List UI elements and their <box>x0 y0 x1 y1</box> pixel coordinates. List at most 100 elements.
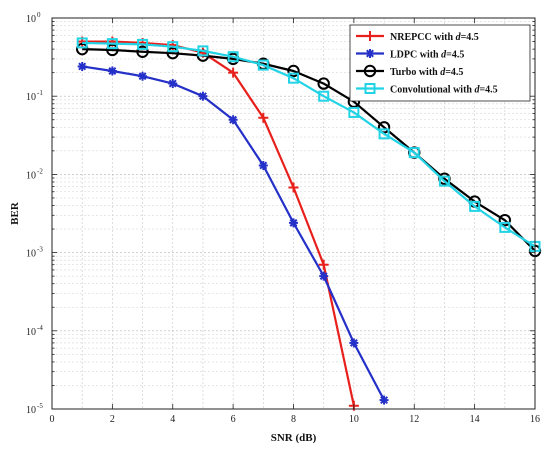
circle-marker <box>106 43 119 57</box>
asterisk-marker-stroke <box>259 161 268 170</box>
square-marker <box>257 59 269 71</box>
data-point <box>408 147 420 159</box>
y-tick-exponent: -1 <box>37 89 43 97</box>
data-point <box>289 218 298 228</box>
square-marker <box>438 175 450 187</box>
asterisk-marker-stroke <box>319 272 328 281</box>
legend-entry-3: Convolutional with d=4.5 <box>356 83 498 96</box>
y-tick-exponent: -3 <box>37 246 43 254</box>
data-point <box>288 72 299 84</box>
legend-entry-1: LDPC with d=4.5 <box>356 49 464 61</box>
legend-label-part: =4.5 <box>445 67 463 78</box>
y-tick-base: 10 <box>26 14 36 25</box>
data-point <box>438 175 450 187</box>
circle-marker <box>136 45 149 58</box>
data-point <box>288 182 299 193</box>
circle-marker <box>287 64 300 78</box>
data-point <box>106 38 118 50</box>
data-point <box>498 213 512 227</box>
x-tick-label: 4 <box>170 414 175 425</box>
y-tick-base: 10 <box>26 170 36 181</box>
y-tick-base: 10 <box>26 249 36 260</box>
data-point <box>378 128 390 140</box>
legend-entry-0: NREPCC with d=4.5 <box>356 31 479 43</box>
data-point <box>228 67 239 78</box>
square-marker <box>167 41 179 53</box>
x-tick-label: 0 <box>50 414 55 425</box>
x-tick-label: 8 <box>291 414 296 425</box>
y-tick-exponent: -5 <box>37 402 43 410</box>
data-point <box>318 259 329 270</box>
data-point <box>166 46 179 60</box>
x-tick-labels: 0 2 4 6 8 10 12 14 16 <box>50 414 541 425</box>
asterisk-marker-stroke <box>289 218 298 227</box>
square-marker <box>499 221 511 233</box>
y-tick-base: 10 <box>26 327 36 338</box>
data-point <box>257 59 269 71</box>
asterisk-marker-stroke <box>349 338 358 347</box>
circle-marker <box>166 46 179 60</box>
square-marker <box>408 147 420 159</box>
legend-label-part: Turbo with <box>390 67 440 78</box>
square-marker <box>348 106 360 118</box>
x-tick-label: 6 <box>231 414 236 425</box>
data-point <box>317 77 330 90</box>
asterisk-marker-stroke <box>198 92 207 101</box>
data-point <box>167 41 179 53</box>
legend-label: NREPCC with d=4.5 <box>390 32 479 43</box>
data-point <box>499 221 511 233</box>
asterisk-marker-stroke <box>229 115 238 124</box>
data-point <box>137 38 149 50</box>
series-line <box>82 40 355 406</box>
y-tick-label: 10 <box>26 170 36 181</box>
y-tick-label: 10 <box>26 405 36 416</box>
square-marker <box>197 45 209 57</box>
y-tick-label: 10 <box>26 92 36 103</box>
legend-label-part: d <box>440 67 446 78</box>
circle-marker <box>363 64 377 78</box>
series-0 <box>77 36 359 411</box>
square-marker <box>288 72 299 84</box>
y-tick-exponent: -2 <box>37 167 43 175</box>
legend-label-part: =4.5 <box>479 85 497 96</box>
square-marker <box>318 90 330 102</box>
y-tick-label: 10 <box>26 14 36 25</box>
y-tick-base: 10 <box>26 92 36 103</box>
legend-label-part: =4.5 <box>446 50 464 61</box>
y-tick-exponent: 0 <box>37 11 41 19</box>
square-marker <box>76 37 88 49</box>
data-point <box>197 45 209 57</box>
legend-label-part: d <box>441 50 447 61</box>
series-line <box>82 41 536 248</box>
data-point <box>77 61 87 71</box>
square-marker <box>106 38 118 50</box>
x-tick-label: 10 <box>349 414 359 425</box>
data-point <box>228 115 238 125</box>
data-point <box>258 160 268 170</box>
legend-entry-2: Turbo with d=4.5 <box>356 64 463 78</box>
legend-label-part: =4.5 <box>461 32 479 43</box>
legend-label: LDPC with d=4.5 <box>390 50 464 61</box>
asterisk-marker-stroke <box>366 49 374 58</box>
x-tick-label: 14 <box>470 414 480 425</box>
data-point <box>469 200 481 212</box>
series-group <box>75 36 542 411</box>
y-tick-label: 10 <box>26 249 36 260</box>
data-point <box>258 112 269 123</box>
data-point <box>379 395 389 405</box>
data-point <box>107 66 117 76</box>
asterisk-marker-stroke <box>138 72 147 81</box>
series-3 <box>76 37 541 252</box>
data-point <box>136 45 149 58</box>
square-marker <box>137 38 149 50</box>
data-point <box>227 51 239 63</box>
legend-label-part: LDPC with <box>390 50 441 61</box>
y-tick-exponent: -4 <box>37 324 43 332</box>
data-point <box>168 79 178 89</box>
data-point <box>348 106 360 118</box>
legend-label-part: NREPCC with <box>390 32 456 43</box>
data-point <box>319 271 329 281</box>
